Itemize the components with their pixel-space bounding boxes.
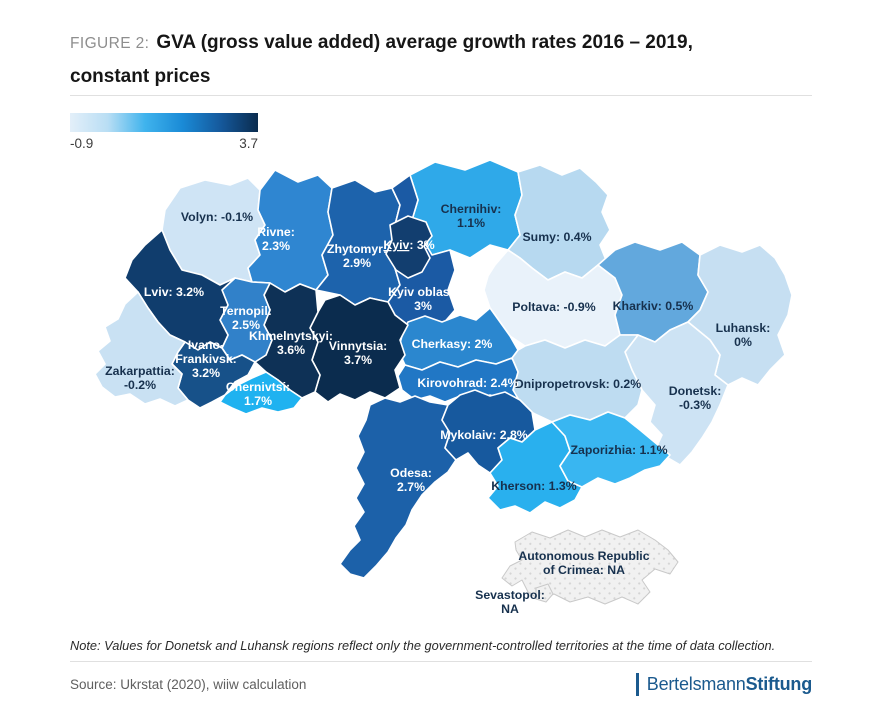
region-kyiv-city (385, 215, 433, 279)
region-label-zhytomyr: Zhytomyr: 2.9% (327, 242, 387, 270)
region-label-khmelnytskyi: Khmelnytskyi: 3.6% (249, 329, 333, 357)
legend-labels: -0.9 3.7 (70, 136, 258, 151)
region-label-kirovohrad: Kirovohrad: 2.4% (417, 376, 518, 390)
region-sevastopol (535, 583, 554, 603)
region-label-kharkiv: Kharkiv: 0.5% (613, 299, 694, 313)
region-label-luhansk: Luhansk: 0% (716, 321, 771, 349)
region-label-ternopil: Ternopil: 2.5% (220, 304, 272, 332)
region-label-cherkasy: Cherkasy: 2% (412, 337, 493, 351)
logo-text-stiftung: Stiftung (745, 673, 813, 694)
figure-title: FIGURE 2: GVA (gross value added) average… (70, 26, 815, 94)
figure-footer: Source: Ukrstat (2020), wiiw calculation… (70, 668, 812, 700)
region-label-lviv: Lviv: 3.2% (144, 285, 204, 299)
region-chernivtsi (219, 371, 303, 415)
region-zakarpattia (94, 291, 189, 407)
region-label-mykolaiv: Mykolaiv: 2.8% (440, 428, 528, 442)
map-labels: Volyn: -0.1% Rivne: 2.3% Zhytomyr: 2.9%Kyiv … (105, 202, 770, 616)
region-label-dnipropetrovsk: Dnipropetrovsk: 0.2% (515, 377, 641, 391)
region-label-kherson: Kherson: 1.3% (491, 479, 576, 493)
region-label-sevastopol: Sevastopol: NA (475, 588, 545, 616)
figure-title-line2: constant prices (70, 66, 211, 87)
region-label-volyn: Volyn: -0.1% (181, 210, 253, 224)
figure-number-label: FIGURE 2: (70, 35, 150, 52)
region-label-crimea: Autonomous Republic of Crimea: NA (518, 549, 649, 577)
region-donetsk (624, 321, 729, 466)
region-label-vinnytsia: Vinnytsia: 3.7% (329, 339, 388, 367)
logo-bar-icon (635, 672, 639, 696)
region-zaporizhia (551, 411, 671, 488)
region-label-donetsk: Donetsk: -0.3% (669, 384, 722, 412)
figure-title-line1: GVA (gross value added) average growth r… (156, 32, 693, 53)
region-label-odesa: Odesa: 2.7% (390, 466, 432, 494)
region-label-rivne: Rivne: 2.3% (257, 225, 295, 253)
region-label-sumy: Sumy: 0.4% (522, 230, 591, 244)
legend-min-label: -0.9 (70, 136, 94, 151)
figure-note: Note: Values for Donetsk and Luhansk reg… (70, 638, 776, 653)
region-kherson (487, 421, 583, 514)
ukraine-choropleth-map: Volyn: -0.1% Rivne: 2.3% Zhytomyr: 2.9% Kyiv … (70, 150, 812, 632)
region-label-ivano_frankivsk: Ivano-Frankivsk: 3.2% (175, 338, 237, 380)
color-legend: -0.9 3.7 (70, 113, 258, 151)
source-text: Source: Ukrstat (2020), wiiw calculation (70, 676, 307, 692)
title-divider (70, 95, 812, 96)
region-label-chernihiv: Chernihiv: 1.1% (441, 202, 502, 230)
region-label-kyiv_city: Kyiv: 3% (383, 238, 434, 252)
logo-text-bertelsmann: Bertelsmann (646, 673, 746, 694)
region-label-poltava: Poltava: -0.9% (512, 300, 595, 314)
legend-max-label: 3.7 (239, 136, 258, 151)
region-label-kyiv_oblast: Kyiv oblast: 3% (388, 285, 458, 313)
legend-gradient-bar (70, 113, 258, 132)
region-label-chernivtsi: Chernivtsi: 1.7% (226, 380, 290, 408)
region-luhansk (687, 244, 793, 386)
footer-divider (70, 661, 812, 662)
ukraine-map-svg: Volyn: -0.1% Rivne: 2.3% Zhytomyr: 2.9%Kyiv … (94, 159, 793, 616)
bertelsmann-stiftung-logo: Bertelsmann Stiftung (635, 672, 813, 696)
region-label-zakarpattia: Zakarpattia: -0.2% (105, 364, 175, 392)
region-label-zaporizhia: Zaporizhia: 1.1% (570, 443, 667, 457)
